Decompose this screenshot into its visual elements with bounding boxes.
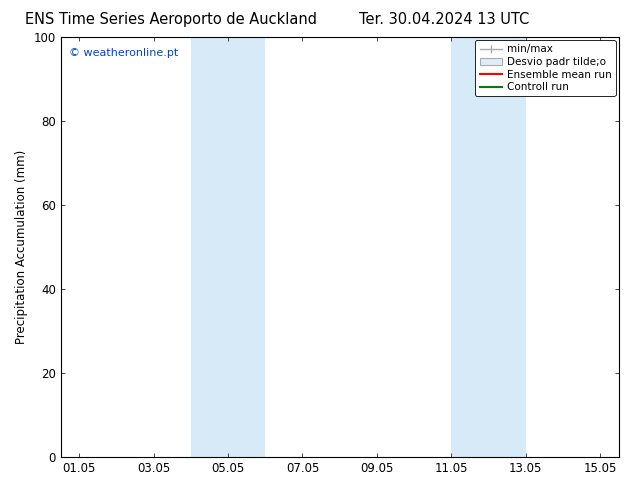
Bar: [191, 37, 265, 457]
Text: ENS Time Series Aeroporto de Auckland: ENS Time Series Aeroporto de Auckland: [25, 12, 317, 27]
Text: © weatheronline.pt: © weatheronline.pt: [69, 48, 178, 58]
Text: Ter. 30.04.2024 13 UTC: Ter. 30.04.2024 13 UTC: [359, 12, 529, 27]
Legend: min/max, Desvio padr tilde;o, Ensemble mean run, Controll run: min/max, Desvio padr tilde;o, Ensemble m…: [476, 40, 616, 97]
Bar: [451, 37, 526, 457]
Y-axis label: Precipitation Accumulation (mm): Precipitation Accumulation (mm): [15, 150, 28, 344]
